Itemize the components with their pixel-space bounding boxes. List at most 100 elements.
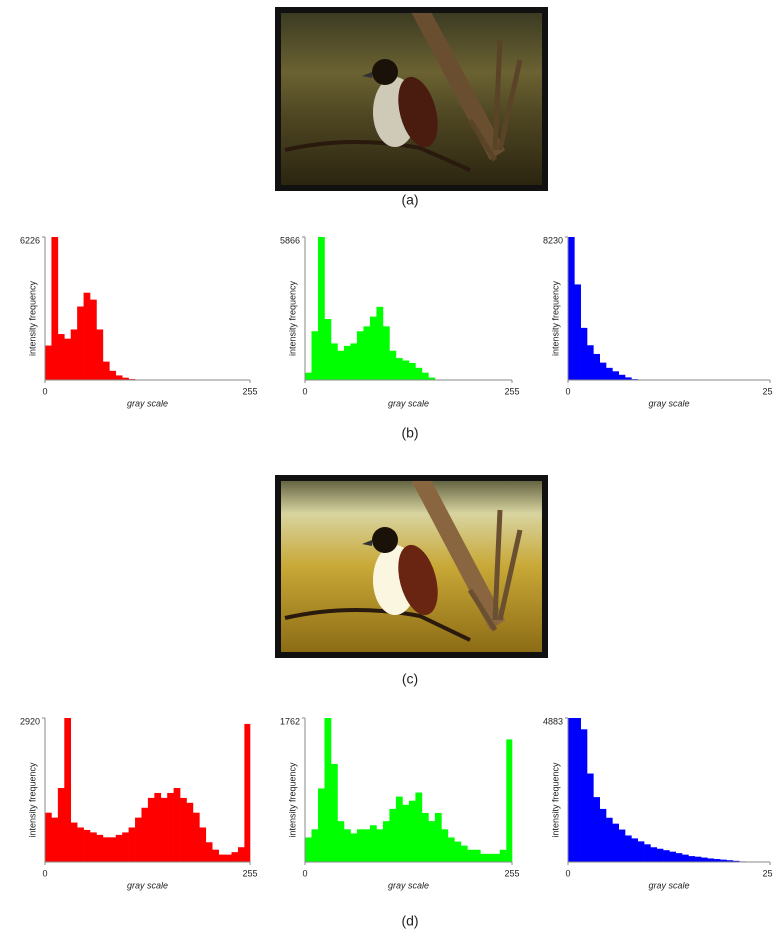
bar bbox=[350, 343, 358, 380]
bar bbox=[606, 817, 613, 862]
bar bbox=[675, 853, 683, 862]
bar bbox=[580, 729, 588, 862]
bar bbox=[421, 372, 429, 380]
bar bbox=[70, 822, 78, 862]
x-axis-label: gray scale bbox=[127, 398, 168, 408]
bar bbox=[350, 833, 358, 862]
bar bbox=[77, 827, 84, 862]
bar bbox=[102, 361, 110, 380]
bar bbox=[102, 837, 110, 862]
bar bbox=[720, 859, 727, 862]
bar bbox=[147, 797, 155, 862]
bar bbox=[122, 377, 129, 380]
bar bbox=[51, 237, 59, 380]
bar bbox=[587, 773, 594, 862]
bar bbox=[141, 807, 149, 862]
bar bbox=[612, 823, 619, 862]
bar bbox=[625, 377, 632, 380]
bar bbox=[587, 345, 594, 380]
bar bbox=[395, 358, 403, 380]
y-tick-label: 8230 bbox=[543, 235, 563, 245]
bar bbox=[160, 797, 168, 862]
bar bbox=[154, 792, 162, 862]
x-tick-label: 255 bbox=[242, 868, 257, 878]
bar bbox=[441, 829, 449, 862]
bar bbox=[205, 842, 213, 862]
bar bbox=[192, 812, 200, 862]
bar bbox=[499, 849, 507, 862]
bar bbox=[337, 821, 345, 862]
caption: (b) bbox=[401, 425, 418, 441]
bar bbox=[473, 849, 481, 862]
bar bbox=[330, 763, 338, 862]
bar bbox=[317, 237, 325, 380]
y-axis-label: intensity frequency bbox=[287, 762, 297, 838]
bar bbox=[454, 841, 462, 862]
bar bbox=[593, 797, 600, 862]
bar bbox=[663, 850, 670, 862]
bar bbox=[376, 306, 384, 380]
bar bbox=[434, 812, 442, 862]
bar bbox=[415, 367, 423, 380]
y-axis-label: intensity frequency bbox=[27, 762, 37, 838]
bar bbox=[311, 331, 319, 380]
x-axis-label: gray scale bbox=[648, 398, 689, 408]
y-tick-label: 5866 bbox=[280, 235, 300, 245]
bar bbox=[618, 374, 626, 380]
bar bbox=[593, 353, 600, 380]
bar bbox=[382, 821, 390, 862]
bar bbox=[460, 845, 468, 862]
bar bbox=[109, 370, 117, 380]
bar bbox=[707, 858, 715, 862]
bar bbox=[447, 837, 455, 862]
bar bbox=[369, 825, 377, 862]
bar bbox=[415, 792, 423, 862]
bar bbox=[618, 829, 626, 862]
x-tick-label: 0 bbox=[565, 868, 570, 878]
bar bbox=[96, 329, 104, 380]
bar bbox=[480, 853, 488, 862]
bar bbox=[493, 853, 501, 862]
caption: (a) bbox=[401, 192, 418, 208]
bar bbox=[90, 832, 97, 862]
y-axis-label: intensity frequency bbox=[287, 280, 297, 356]
bar bbox=[77, 306, 84, 380]
bar bbox=[402, 804, 410, 862]
bar bbox=[115, 375, 123, 380]
bar bbox=[713, 859, 721, 862]
bar bbox=[631, 838, 639, 862]
bar bbox=[382, 326, 390, 380]
caption: (d) bbox=[401, 913, 418, 929]
bar bbox=[395, 796, 403, 862]
bar bbox=[231, 852, 239, 862]
bar bbox=[128, 827, 136, 862]
bar bbox=[337, 350, 345, 380]
bar bbox=[580, 327, 588, 380]
x-tick-label: 255 bbox=[504, 386, 519, 396]
y-tick-label: 2920 bbox=[20, 716, 40, 726]
bar bbox=[212, 849, 219, 862]
x-tick-label: 0 bbox=[302, 868, 307, 878]
x-tick-label: 255 bbox=[504, 868, 519, 878]
y-axis-label: intensity frequency bbox=[550, 280, 560, 356]
bar bbox=[467, 849, 475, 862]
bar bbox=[625, 835, 632, 862]
bar bbox=[45, 345, 52, 380]
y-axis-label: intensity frequency bbox=[27, 280, 37, 356]
photo-c bbox=[275, 475, 548, 658]
bar bbox=[70, 329, 78, 380]
bar bbox=[218, 854, 226, 862]
bar bbox=[324, 319, 332, 380]
bar bbox=[305, 372, 312, 380]
bar bbox=[83, 292, 91, 380]
x-tick-label: 255 bbox=[762, 868, 773, 878]
bar bbox=[225, 854, 232, 862]
x-tick-label: 0 bbox=[565, 386, 570, 396]
bar bbox=[330, 343, 338, 380]
bar bbox=[599, 808, 607, 862]
x-tick-label: 255 bbox=[242, 386, 257, 396]
bar bbox=[57, 334, 65, 380]
bar bbox=[167, 792, 174, 862]
bar bbox=[568, 237, 575, 380]
bar bbox=[356, 829, 364, 862]
